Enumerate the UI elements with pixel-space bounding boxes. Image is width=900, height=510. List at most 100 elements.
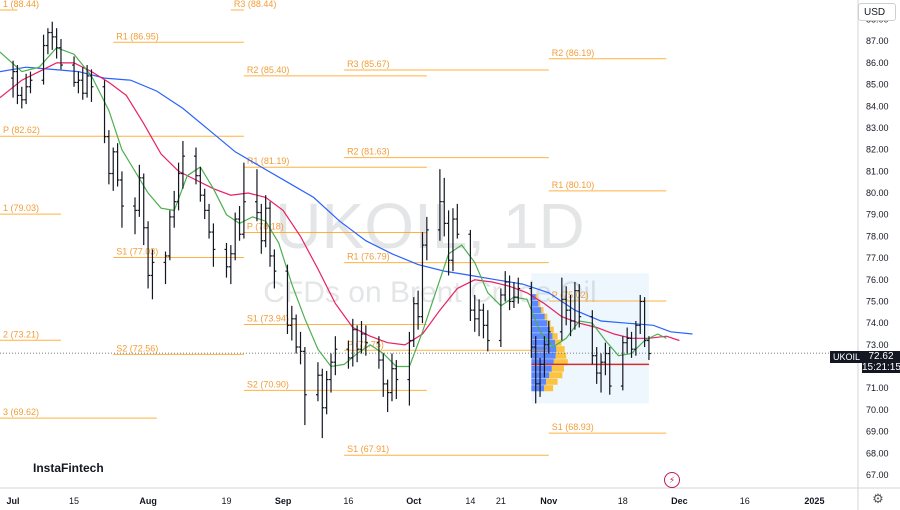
volume-bar-up (531, 385, 545, 392)
volume-bar-up (531, 333, 553, 340)
ohlc-bar (45, 28, 50, 55)
ohlc-bar (603, 342, 608, 376)
ohlc-bar (407, 331, 412, 406)
y-tick-label: 67.00 (866, 470, 889, 480)
ohlc-bar (207, 203, 212, 239)
ohlc-bar (503, 271, 508, 302)
volume-bar-down (555, 339, 562, 346)
ohlc-bar (54, 28, 59, 59)
ohlc-bar (41, 34, 46, 85)
ohlc-bar (241, 162, 246, 239)
volume-bar-down (546, 378, 558, 385)
ohlc-bar (320, 368, 325, 439)
ohlc-bar (485, 310, 490, 352)
x-tick-label: Sep (275, 496, 292, 506)
pivot-level-label: R2 (85.40) (247, 65, 290, 75)
ohlc-bar (80, 67, 85, 100)
ohlc-bar (19, 86, 24, 109)
y-tick-label: 85.00 (866, 80, 889, 90)
pivot-level-label: R1 (81.19) (247, 156, 290, 166)
ohlc-bar (446, 210, 451, 276)
ohlc-bar (298, 331, 303, 365)
volume-bar-up (531, 313, 545, 320)
countdown-label: 15:21:15 (862, 362, 900, 373)
currency-selector[interactable]: USD (858, 3, 896, 21)
ohlc-bar (450, 208, 455, 272)
ohlc-bar (442, 177, 447, 237)
ohlc-bar (477, 299, 482, 337)
volume-bar-up (531, 359, 554, 366)
volume-bar-down (544, 313, 548, 320)
x-tick-label: 2025 (804, 496, 824, 506)
pivot-level-label: R1 (76.79) (347, 252, 390, 262)
ohlc-bar (424, 216, 429, 261)
ohlc-bar (102, 80, 107, 144)
y-tick-label: 77.00 (866, 253, 889, 263)
ohlc-bar (498, 288, 503, 348)
ohlc-bar (224, 242, 229, 278)
ohlc-bar (599, 353, 603, 393)
gear-icon[interactable]: ⚙ (872, 491, 884, 506)
y-tick-label: 80.00 (866, 188, 889, 198)
ohlc-bar (346, 340, 351, 369)
ohlc-bar (350, 318, 355, 367)
ohlc-bar (629, 331, 634, 358)
ohlc-bar (376, 336, 381, 369)
ohlc-bar (259, 203, 264, 254)
moving-average-slow (0, 66, 693, 335)
pivot-level-label: 3 (69.62) (3, 407, 39, 417)
x-tick-label: Dec (671, 496, 688, 506)
volume-bar-down (535, 294, 538, 301)
ohlc-bar (411, 297, 416, 348)
ohlc-bar (324, 370, 329, 415)
pivot-level-label: S1 (77.03) (116, 246, 158, 256)
pivot-level-label: R3 (88.44) (234, 0, 277, 9)
ohlc-bar (85, 65, 90, 98)
ohlc-bar (289, 305, 294, 341)
ohlc-bar (50, 21, 55, 50)
x-tick-label: Oct (406, 496, 421, 506)
ohlc-bar (472, 294, 477, 332)
ohlc-bar (167, 210, 172, 261)
ohlc-bar (572, 281, 577, 330)
volume-bar-down (549, 326, 554, 333)
ohlc-bar (511, 281, 516, 308)
pivot-level-label: S2 (70.90) (247, 379, 289, 389)
ohlc-bar (294, 314, 299, 354)
ohlc-bar (24, 73, 29, 105)
ohlc-bar (394, 360, 399, 400)
pivot-level-label: S1 (73.94) (247, 313, 289, 323)
volume-bar-up (531, 300, 539, 307)
y-tick-label: 84.00 (866, 101, 889, 111)
y-tick-label: 73.00 (866, 340, 889, 350)
lightning-icon[interactable]: ⚡ (664, 472, 680, 488)
ohlc-bar (202, 188, 207, 220)
y-tick-label: 71.00 (866, 383, 889, 393)
ohlc-bar (72, 56, 77, 87)
ohlc-bar (141, 173, 146, 246)
volume-bar-down (552, 333, 558, 340)
pivot-level-label: P (82.62) (3, 125, 40, 135)
y-tick-label: 87.00 (866, 36, 889, 46)
pivot-level-label: R2 (86.19) (552, 48, 595, 58)
volume-bar-down (538, 300, 541, 307)
x-tick-label: 19 (221, 496, 231, 506)
ohlc-bar (150, 249, 155, 300)
pivot-level-label: 1 (79.03) (3, 203, 39, 213)
y-tick-label: 82.00 (866, 145, 889, 155)
volume-bar-up (531, 320, 548, 327)
ohlc-bar (233, 212, 238, 261)
ohlc-bar (546, 320, 551, 354)
ohlc-bar (194, 147, 198, 185)
ohlc-bar (115, 143, 120, 187)
pivot-level-label: R3 (85.67) (347, 59, 390, 69)
volume-bar-down (556, 346, 565, 353)
ohlc-bar (228, 245, 233, 285)
y-tick-label: 68.00 (866, 448, 889, 458)
ohlc-bar (437, 169, 442, 241)
ohlc-bar (620, 336, 625, 391)
y-tick-label: 86.00 (866, 58, 889, 68)
volume-bar-down (555, 352, 567, 359)
